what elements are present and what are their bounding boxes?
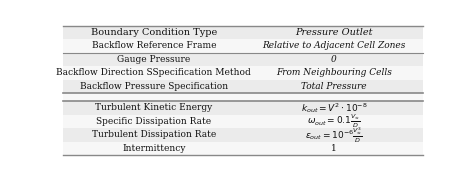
- Text: Total Pressure: Total Pressure: [301, 82, 367, 91]
- Bar: [63, 53, 423, 66]
- Bar: [63, 26, 423, 39]
- Text: Specific Dissipation Rate: Specific Dissipation Rate: [96, 117, 211, 126]
- Bar: [63, 66, 423, 80]
- Text: From Neighbouring Cells: From Neighbouring Cells: [276, 68, 392, 77]
- Text: Backflow Reference Frame: Backflow Reference Frame: [91, 41, 216, 50]
- Bar: [63, 142, 423, 155]
- Bar: [63, 39, 423, 53]
- Text: Gauge Pressure: Gauge Pressure: [117, 55, 191, 64]
- Bar: [63, 115, 423, 128]
- Bar: [63, 128, 423, 142]
- Text: 0: 0: [331, 55, 337, 64]
- Text: Backflow Pressure Specification: Backflow Pressure Specification: [80, 82, 228, 91]
- Text: Turbulent Dissipation Rate: Turbulent Dissipation Rate: [91, 130, 216, 139]
- Bar: [63, 101, 423, 115]
- Text: $k_{out} = V^2 \cdot 10^{-8}$: $k_{out} = V^2 \cdot 10^{-8}$: [301, 101, 367, 115]
- Text: Relative to Adjacent Cell Zones: Relative to Adjacent Cell Zones: [262, 41, 406, 50]
- Text: Backflow Direction SSpecification Method: Backflow Direction SSpecification Method: [56, 68, 251, 77]
- Text: Intermittency: Intermittency: [122, 144, 186, 153]
- Bar: [63, 93, 423, 101]
- Text: Boundary Condition Type: Boundary Condition Type: [91, 28, 217, 37]
- Bar: [63, 80, 423, 93]
- Text: Turbulent Kinetic Energy: Turbulent Kinetic Energy: [95, 103, 212, 112]
- Text: 1: 1: [331, 144, 337, 153]
- Text: $\varepsilon_{out} = 10^{-6}\frac{V_{\infty}^{3}}{D}$: $\varepsilon_{out} = 10^{-6}\frac{V_{\in…: [305, 125, 363, 145]
- Text: $\omega_{out} = 0.1\frac{V_{\infty}}{D}$: $\omega_{out} = 0.1\frac{V_{\infty}}{D}$: [307, 113, 361, 130]
- Text: Pressure Outlet: Pressure Outlet: [295, 28, 373, 37]
